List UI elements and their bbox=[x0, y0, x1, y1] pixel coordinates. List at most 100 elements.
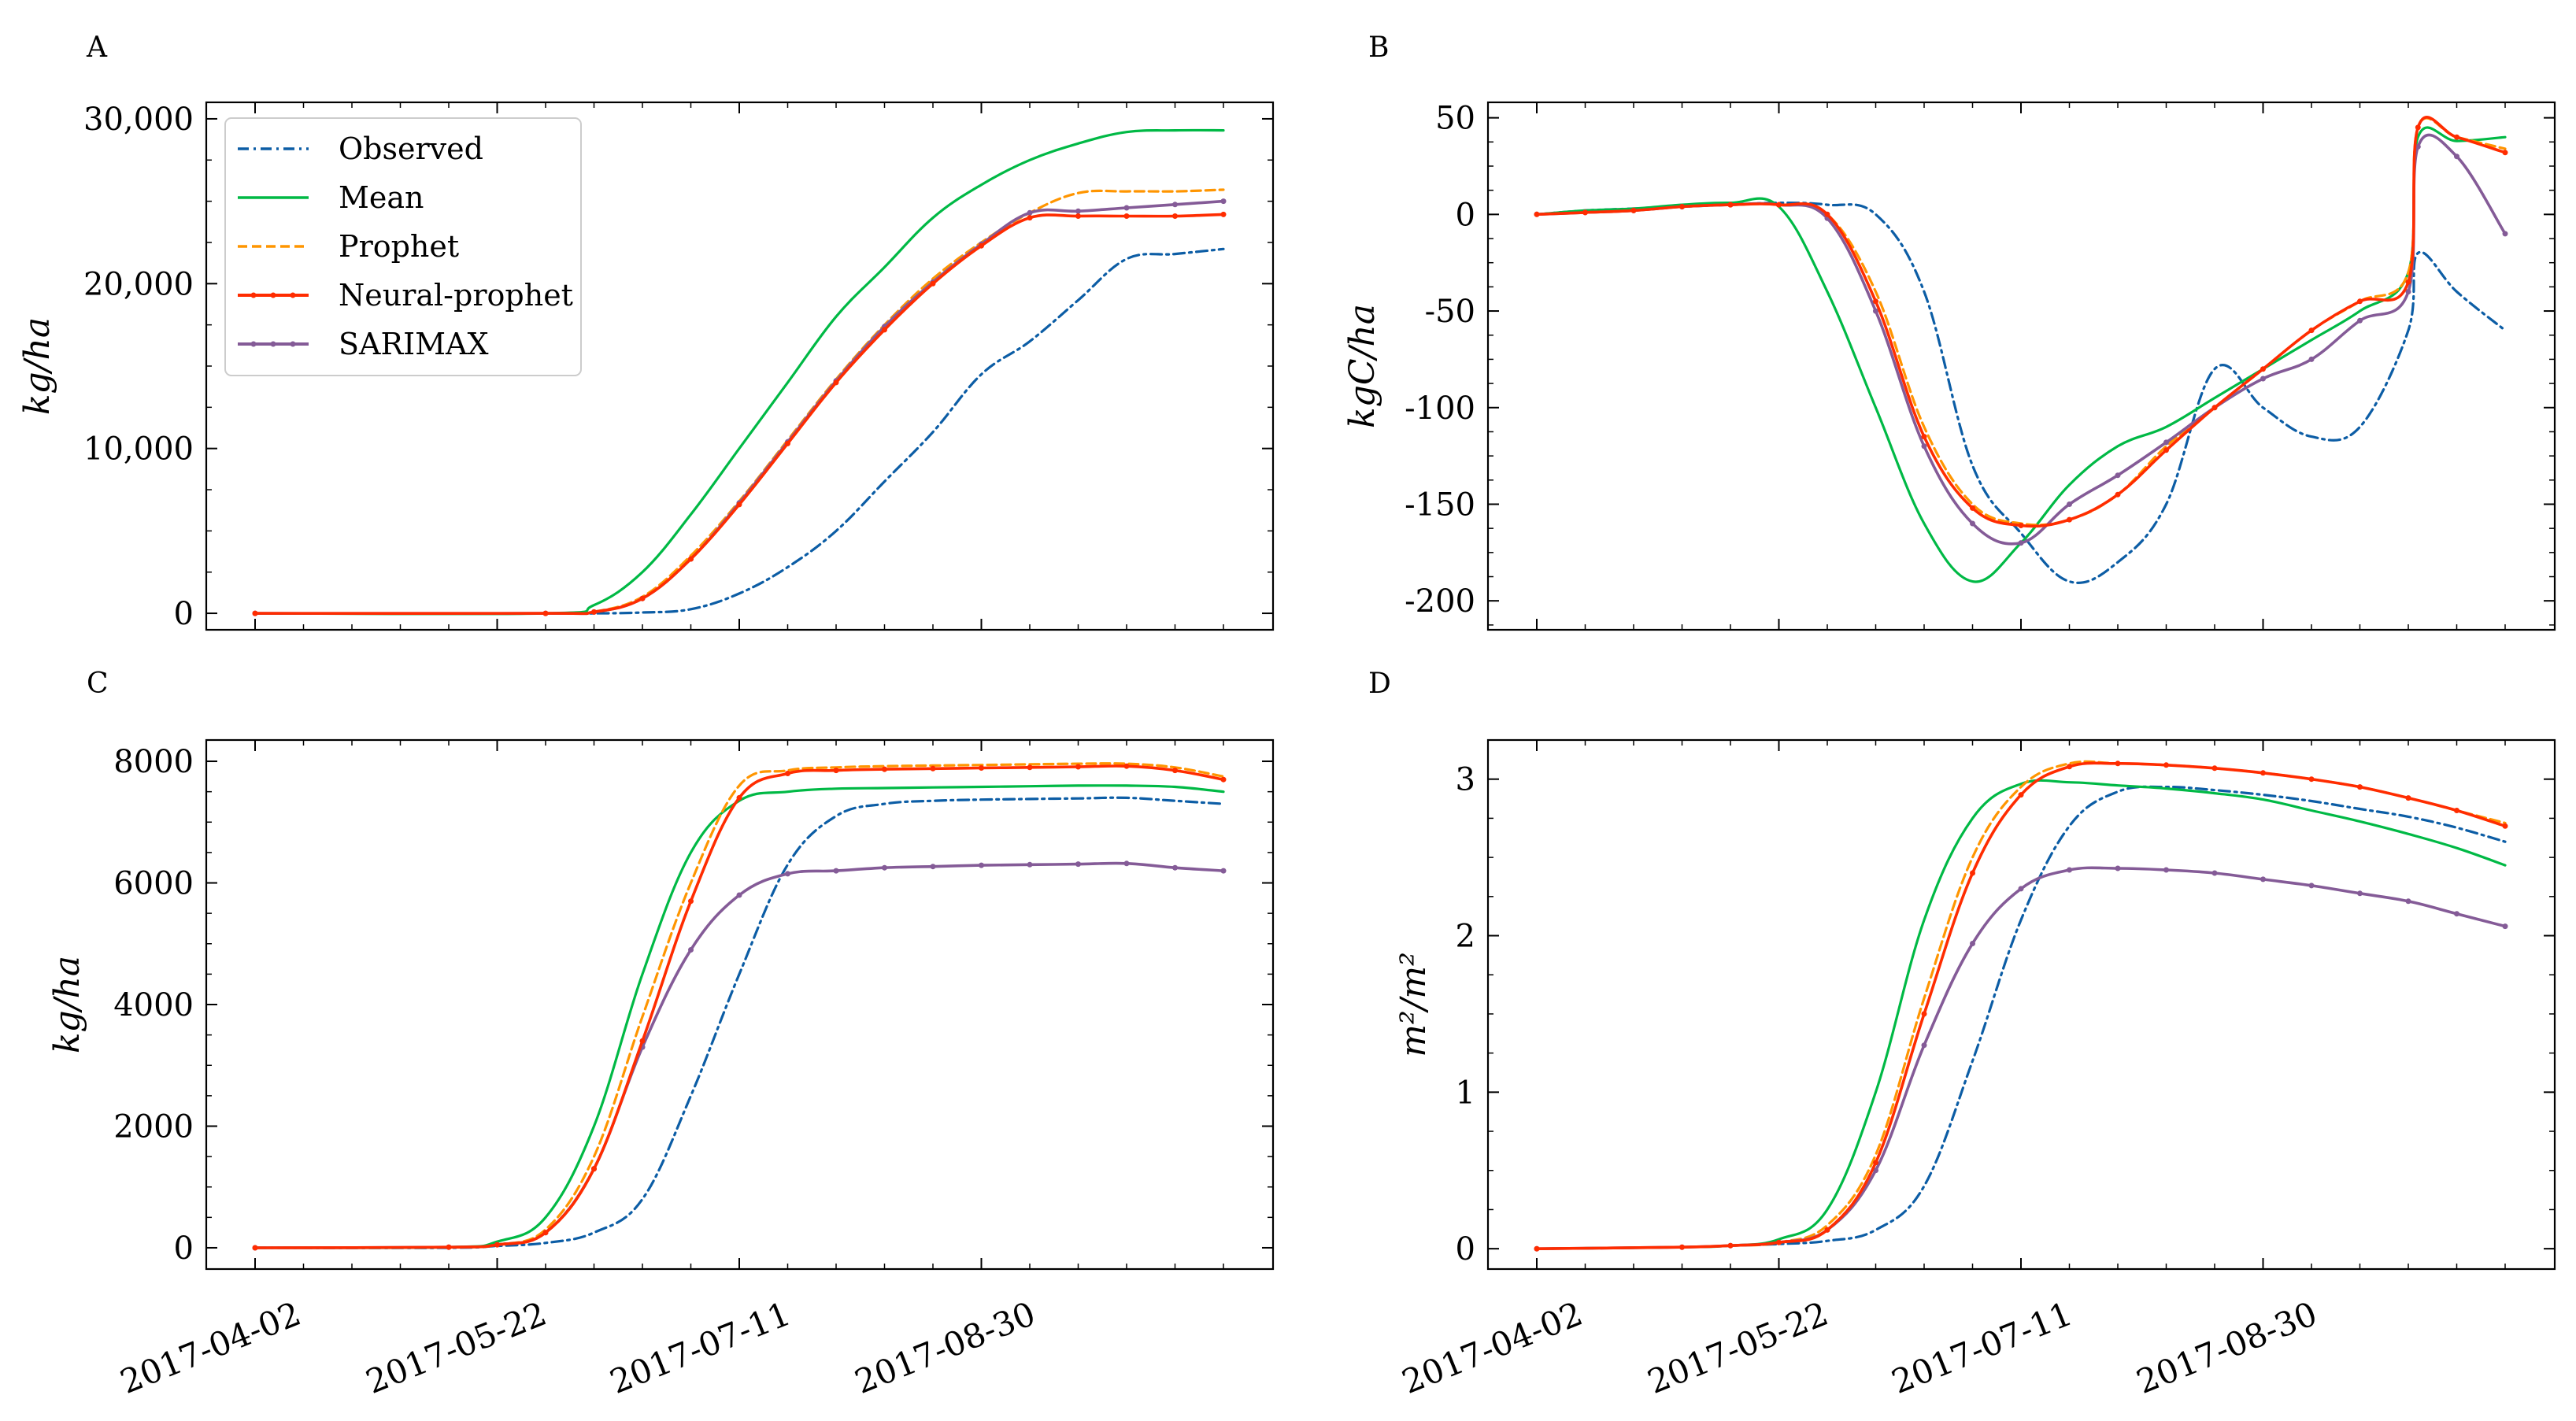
series-point-neural-prophet bbox=[252, 1245, 258, 1251]
series-point-sarimax bbox=[1873, 308, 1878, 314]
y-tick-label: 20,000 bbox=[83, 266, 194, 302]
panel-b-series bbox=[1534, 116, 2508, 584]
series-point-neural-prophet bbox=[1534, 1245, 1540, 1252]
y-tick-label: 2000 bbox=[113, 1108, 194, 1145]
series-point-neural-prophet bbox=[785, 771, 790, 776]
series-point-sarimax bbox=[2308, 356, 2315, 362]
series-point-sarimax bbox=[1873, 1168, 1878, 1174]
series-point-sarimax bbox=[2357, 317, 2363, 324]
series-point-neural-prophet bbox=[1873, 298, 1878, 305]
series-point-neural-prophet bbox=[688, 898, 694, 905]
series-point-neural-prophet bbox=[2018, 792, 2024, 798]
series-point-sarimax bbox=[2357, 890, 2363, 897]
x-tick-labels-right: 2017-04-02 2017-05-22 2017-07-11 2017-08… bbox=[1397, 1294, 2322, 1401]
series-point-neural-prophet bbox=[2018, 523, 2024, 528]
series-line-sarimax bbox=[1535, 866, 2507, 1250]
series-point-neural-prophet bbox=[736, 501, 742, 508]
series-point-sarimax bbox=[1075, 208, 1081, 214]
series-point-sarimax bbox=[2067, 867, 2072, 873]
x-tick-label: 2017-07-11 bbox=[605, 1294, 796, 1401]
series-point-sarimax bbox=[2308, 883, 2315, 889]
series-point-neural-prophet bbox=[930, 765, 936, 772]
series-point-sarimax bbox=[2018, 540, 2024, 546]
series-point-sarimax bbox=[1921, 443, 1927, 450]
series-point-neural-prophet bbox=[1075, 213, 1081, 219]
series-point-neural-prophet bbox=[1727, 202, 1734, 208]
legend-label-neural-prophet: Neural-prophet bbox=[339, 278, 573, 313]
series-point-sarimax bbox=[2115, 865, 2121, 871]
y-tick-label: 0 bbox=[1456, 1231, 1475, 1267]
series-point-sarimax bbox=[1075, 861, 1081, 868]
series-point-neural-prophet bbox=[1534, 211, 1540, 217]
series-point-neural-prophet bbox=[2211, 765, 2218, 772]
legend-entry-observed: Observed bbox=[238, 131, 483, 166]
legend-entry-sarimax: SARIMAX bbox=[238, 327, 489, 361]
series-point-sarimax bbox=[1172, 864, 1178, 871]
x-tick-label: 2017-08-30 bbox=[2131, 1294, 2322, 1401]
panel-a-letter: A bbox=[86, 31, 108, 64]
series-line-sarimax bbox=[1535, 133, 2507, 546]
series-point-sarimax bbox=[1970, 520, 1975, 527]
series-point-sarimax bbox=[736, 892, 742, 898]
panel-b-ticks: -200 -150 -100 -50 0 50 bbox=[1405, 101, 2555, 630]
series-point-neural-prophet bbox=[1172, 768, 1178, 774]
panel-b: B -200 -150 -100 -50 0 50 kgC/ha bbox=[1342, 31, 2556, 631]
series-point-neural-prophet bbox=[1824, 1227, 1830, 1233]
y-tick-label: 30,000 bbox=[83, 102, 194, 138]
series-point-sarimax bbox=[979, 862, 984, 868]
legend-label-prophet: Prophet bbox=[339, 229, 459, 264]
series-point-neural-prophet bbox=[1776, 1239, 1782, 1245]
panel-a: A 0 10,000 20,000 30,000 kg/ha Observed Mea… bbox=[17, 31, 1275, 632]
legend-marker-sarimax bbox=[270, 341, 276, 347]
series-point-neural-prophet bbox=[494, 1242, 500, 1248]
series-point-sarimax bbox=[1123, 205, 1130, 211]
series-point-sarimax bbox=[688, 947, 694, 953]
series-point-sarimax bbox=[2405, 898, 2411, 905]
x-tick-label: 2017-05-22 bbox=[1642, 1294, 1834, 1401]
series-point-neural-prophet bbox=[1172, 213, 1178, 219]
series-point-sarimax bbox=[785, 871, 790, 877]
y-tick-label: 0 bbox=[174, 1230, 194, 1267]
series-point-neural-prophet bbox=[2357, 298, 2363, 305]
series-point-sarimax bbox=[2260, 376, 2266, 382]
series-point-neural-prophet bbox=[1921, 1011, 1927, 1017]
series-point-sarimax bbox=[2163, 867, 2169, 873]
series-point-neural-prophet bbox=[542, 1230, 549, 1236]
series-point-sarimax bbox=[1220, 868, 1227, 874]
series-point-neural-prophet bbox=[1075, 764, 1081, 770]
series-point-neural-prophet bbox=[2115, 760, 2121, 767]
series-point-neural-prophet bbox=[833, 768, 839, 774]
series-point-neural-prophet bbox=[2067, 764, 2072, 770]
series-line-prophet bbox=[1535, 760, 2507, 1250]
legend-marker-sarimax bbox=[250, 341, 257, 347]
series-point-sarimax bbox=[2067, 501, 2072, 507]
y-tick-label: 10,000 bbox=[83, 431, 194, 468]
series-point-neural-prophet bbox=[2163, 762, 2169, 768]
series-point-sarimax bbox=[1220, 198, 1227, 205]
series-point-neural-prophet bbox=[1123, 763, 1130, 769]
series-point-neural-prophet bbox=[2260, 366, 2266, 372]
panel-c: C 0 2000 4000 6000 8000 kg/ha bbox=[47, 668, 1275, 1271]
panel-d-letter: D bbox=[1368, 668, 1391, 700]
series-point-neural-prophet bbox=[1873, 1160, 1878, 1166]
series-point-neural-prophet bbox=[639, 595, 646, 601]
legend-marker-neural-prophet bbox=[270, 292, 276, 298]
series-point-sarimax bbox=[2454, 911, 2459, 917]
legend-marker-neural-prophet bbox=[290, 292, 296, 298]
panel-a-ticks: 0 10,000 20,000 30,000 bbox=[83, 102, 1273, 632]
series-point-neural-prophet bbox=[2115, 491, 2121, 498]
series-point-neural-prophet bbox=[591, 609, 597, 615]
panel-c-series bbox=[252, 762, 1227, 1251]
series-line-mean bbox=[1535, 126, 2507, 583]
series-point-neural-prophet bbox=[252, 610, 258, 616]
series-line-observed bbox=[1535, 785, 2507, 1250]
series-line-observed bbox=[254, 796, 1225, 1249]
x-tick-labels-left: 2017-04-02 2017-05-22 2017-07-11 2017-08… bbox=[115, 1294, 1041, 1401]
panel-d-series bbox=[1534, 760, 2508, 1252]
panel-d-axes-frame bbox=[1486, 738, 2556, 1271]
series-point-sarimax bbox=[1970, 941, 1975, 946]
series-point-neural-prophet bbox=[979, 765, 984, 771]
series-line-sarimax bbox=[254, 861, 1225, 1249]
x-tick-label: 2017-05-22 bbox=[361, 1294, 552, 1401]
series-point-neural-prophet bbox=[1220, 211, 1227, 217]
